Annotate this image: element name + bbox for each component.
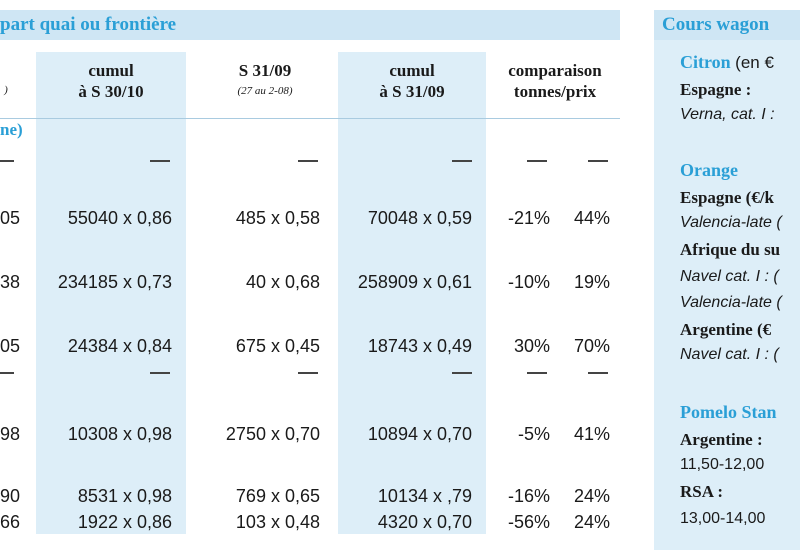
right-panel bbox=[654, 40, 800, 550]
orange-heading: Orange bbox=[680, 160, 738, 180]
header-cumul-3109: cumul à S 31/09 bbox=[379, 61, 445, 101]
column-shade-cumul-3010 bbox=[36, 52, 186, 534]
citron-verna: Verna, cat. I : bbox=[680, 106, 775, 123]
column-shade-cumul-3109 bbox=[338, 52, 486, 534]
pomelo-argentine: Argentine : bbox=[680, 430, 763, 449]
pomelo-heading: Pomelo Stan bbox=[680, 402, 777, 422]
header-cumul-3010: cumul à S 30/10 bbox=[78, 61, 144, 101]
header-comparaison: comparaison tonnes/prix bbox=[508, 61, 602, 101]
table-title: part quai ou frontière bbox=[0, 10, 620, 40]
orange-afrique: Afrique du su bbox=[680, 240, 781, 259]
unit-label: ne) bbox=[0, 120, 23, 139]
citron-heading: Citron (en € bbox=[680, 52, 774, 72]
pomelo-price-2: 13,00-14,00 bbox=[680, 510, 766, 527]
header-s3109: S 31/09 (27 au 2-08) bbox=[237, 61, 293, 97]
orange-argentine: Argentine (€ bbox=[680, 320, 772, 339]
orange-navel-1: Navel cat. I : ( bbox=[680, 268, 779, 285]
orange-navel-2: Navel cat. I : ( bbox=[680, 346, 779, 363]
orange-valencia-2: Valencia-late ( bbox=[680, 294, 782, 311]
orange-espagne: Espagne (€/k bbox=[680, 188, 774, 207]
right-panel-title: Cours wagon bbox=[654, 10, 800, 40]
orange-valencia-1: Valencia-late ( bbox=[680, 214, 782, 231]
header-divider bbox=[0, 118, 620, 119]
pomelo-rsa: RSA : bbox=[680, 482, 723, 501]
citron-espagne: Espagne : bbox=[680, 80, 752, 99]
pomelo-price-1: 11,50-12,00 bbox=[680, 456, 765, 473]
header-col0-sub: ) bbox=[4, 84, 8, 96]
